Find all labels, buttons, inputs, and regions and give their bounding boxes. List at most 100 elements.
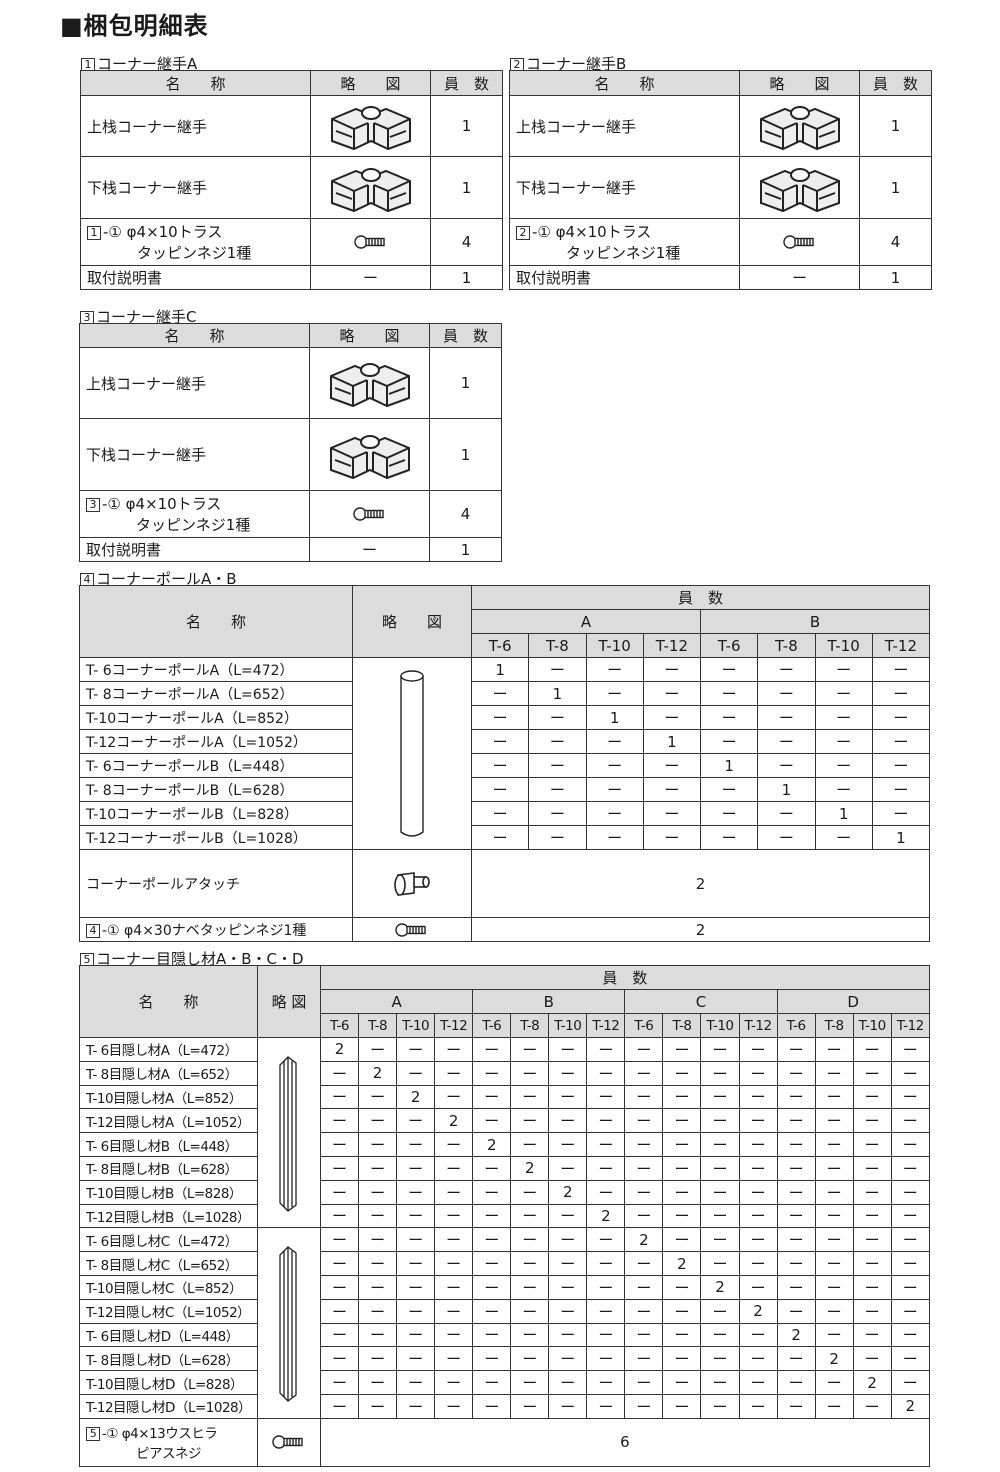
quantity: ー [738, 1251, 778, 1276]
quantity: ー [510, 1132, 550, 1157]
quantity: ー [510, 1322, 550, 1348]
quantity: ー [776, 1179, 816, 1205]
quantity: ー [624, 1084, 664, 1110]
quantity: 2 [470, 849, 931, 918]
quantity: ー [852, 1060, 892, 1086]
packing-table: 名 称略 図員 数上栈コーナー継手 1 下栈コーナー継手 1 3 -① φ4×10トラスタ… [79, 323, 502, 562]
table-row: T- 8コーナーポールA（L=652）ー 1 ーーーーーー [79, 681, 931, 706]
item-name: T- 8目隠し材C（L=652） [79, 1251, 258, 1276]
figure-cell [310, 95, 431, 157]
quantity: ー [642, 777, 702, 802]
corner-joint-icon [741, 163, 859, 213]
header-group: B [472, 989, 626, 1014]
header-figure: 略 図 [739, 70, 860, 96]
quantity: ー [890, 1346, 930, 1372]
item-name: T- 6目隠し材A（L=472） [79, 1037, 258, 1062]
quantity: ー [510, 1370, 550, 1395]
quantity: ー [814, 1060, 854, 1086]
quantity: ー [358, 1084, 398, 1110]
quantity: ー [662, 1298, 702, 1324]
quantity: ー [699, 801, 759, 826]
quantity: ー [548, 1060, 588, 1086]
quantity: ー [470, 777, 530, 802]
quantity: ー [548, 1037, 588, 1062]
quantity: ー [700, 1370, 740, 1395]
quantity: 4 [859, 218, 932, 266]
corner-joint-icon [312, 163, 430, 213]
quantity: ー [757, 801, 816, 826]
quantity: ー [699, 705, 759, 730]
header-type: T-12 [642, 633, 702, 658]
quantity: ー [319, 1322, 360, 1348]
item-name: 下栈コーナー継手 [79, 418, 310, 491]
quantity: ー [586, 1274, 626, 1300]
item-name: T-12コーナーポールA（L=1052） [79, 729, 353, 754]
table-row: T- 6目隠し材D（L=448）ーーーーーーーーーーーー 2 ーーー [79, 1322, 930, 1348]
section-number: 2 [516, 226, 530, 240]
quantity: ー [814, 1274, 854, 1300]
corner-joint-icon [311, 430, 429, 480]
quantity: ー [776, 1370, 816, 1395]
quantity: ー [700, 1179, 740, 1205]
header-type: T-6 [319, 1013, 360, 1038]
quantity: ー [624, 1179, 664, 1205]
quantity: ー [396, 1298, 436, 1324]
quantity: ー [662, 1037, 702, 1062]
quantity: ー [358, 1393, 398, 1419]
quantity: ー [814, 1179, 854, 1205]
attach-icon [354, 869, 471, 899]
quantity: ー [585, 777, 644, 802]
item-name: T-12コーナーポールB（L=1028） [79, 825, 353, 850]
quantity: ー [470, 705, 530, 730]
quantity: ー [358, 1132, 398, 1157]
quantity: ー [586, 1298, 626, 1324]
item-name-text-2: ピアスネジ [136, 1446, 202, 1463]
quantity: ー [642, 681, 702, 706]
table-row: T- 8目隠し材B（L=628）ーーーーー 2 ーーーーーーーーーー [79, 1155, 930, 1181]
quantity: 2 [776, 1322, 816, 1348]
quantity: ー [510, 1060, 550, 1086]
header-figure: 略 図 [309, 323, 430, 348]
quantity: ー [624, 1108, 664, 1134]
table-row: 1 -① φ4×10トラス タッピンネジ1種 4 [80, 218, 503, 266]
quantity: ー [586, 1179, 626, 1205]
quantity: ー [814, 681, 873, 706]
quantity: ー [528, 705, 587, 730]
section-number: 5 [86, 1427, 100, 1442]
quantity: ー [586, 1251, 626, 1276]
quantity: ー [871, 705, 931, 730]
item-name: T- 6コーナーポールA（L=472） [79, 657, 353, 682]
header-type: T-10 [548, 1013, 588, 1038]
item-name: 取付説明書 [79, 537, 310, 562]
quantity: ー [852, 1132, 892, 1157]
quantity: 1 [859, 156, 932, 219]
item-name-text: 取付説明書 [86, 541, 162, 559]
table-row: T-12目隠し材B（L=1028）ーーーーーーー 2 ーーーーーーーー [79, 1203, 930, 1229]
quantity: ー [586, 1155, 626, 1181]
quantity: ー [814, 753, 873, 778]
quantity: ー [757, 729, 816, 754]
quantity: ー [434, 1251, 474, 1276]
quantity: ー [890, 1298, 930, 1324]
quantity: ー [700, 1227, 740, 1253]
quantity: ー [814, 1393, 854, 1419]
quantity: ー [510, 1346, 550, 1372]
quantity: ー [510, 1179, 550, 1205]
quantity: ー [852, 1227, 892, 1253]
quantity: ー [642, 705, 702, 730]
quantity: ー [396, 1251, 436, 1276]
quantity: ー [470, 681, 530, 706]
quantity: ー [738, 1037, 778, 1062]
quantity: ー [890, 1370, 930, 1395]
quantity: ー [358, 1251, 398, 1276]
item-name: T-12目隠し材C（L=1052） [79, 1298, 258, 1324]
table-row: T-12目隠し材A（L=1052）ーーー 2 ーーーーーーーーーーーー [79, 1108, 930, 1134]
quantity: ー [548, 1370, 588, 1395]
quantity: ー [852, 1155, 892, 1181]
quantity: ー [396, 1155, 436, 1181]
quantity: ー [852, 1108, 892, 1134]
quantity: ー [814, 1108, 854, 1134]
item-name-text: 取付説明書 [87, 269, 163, 287]
quantity: ー [662, 1084, 702, 1110]
quantity: 2 [472, 1132, 512, 1157]
